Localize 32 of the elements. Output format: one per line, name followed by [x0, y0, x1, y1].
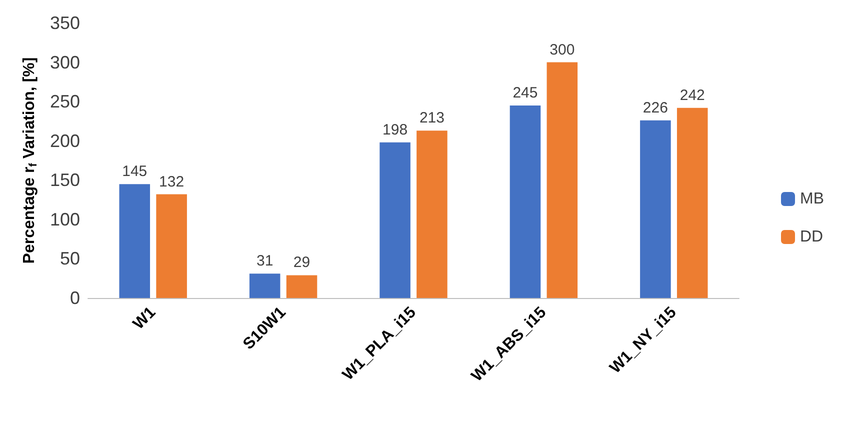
- bar: [380, 142, 410, 298]
- bar: [286, 275, 318, 298]
- x-tick-label: W1: [130, 304, 160, 333]
- legend-label: MB: [800, 190, 824, 208]
- data-label: 198: [382, 121, 408, 138]
- y-tick-label: 250: [50, 92, 80, 112]
- bar: [510, 106, 541, 298]
- bar: [640, 120, 671, 298]
- y-tick-label: 100: [50, 209, 80, 230]
- y-tick-label: 350: [50, 13, 80, 33]
- data-label: 145: [122, 163, 148, 180]
- bar: [249, 274, 280, 298]
- data-label: 226: [642, 99, 668, 116]
- data-label: 31: [256, 252, 274, 270]
- bar: [676, 108, 708, 298]
- data-label: 300: [550, 41, 575, 58]
- data-label: 213: [419, 110, 444, 127]
- y-axis-title: Percentage rf Variation, [%]: [21, 57, 40, 264]
- legend-label: DD: [800, 228, 824, 246]
- y-tick-label: 150: [50, 170, 80, 190]
- data-label: 132: [159, 173, 184, 190]
- bar: [416, 130, 448, 298]
- y-tick-label: 50: [60, 248, 80, 269]
- y-tick-label: 0: [70, 288, 80, 308]
- bar: [156, 194, 187, 298]
- bar: [546, 62, 578, 298]
- bar: [119, 184, 150, 298]
- data-label: 242: [680, 86, 705, 104]
- data-label: 29: [293, 254, 310, 272]
- y-tick-label: 300: [50, 52, 80, 72]
- y-tick-label: 200: [50, 130, 80, 151]
- data-label: 245: [512, 84, 538, 102]
